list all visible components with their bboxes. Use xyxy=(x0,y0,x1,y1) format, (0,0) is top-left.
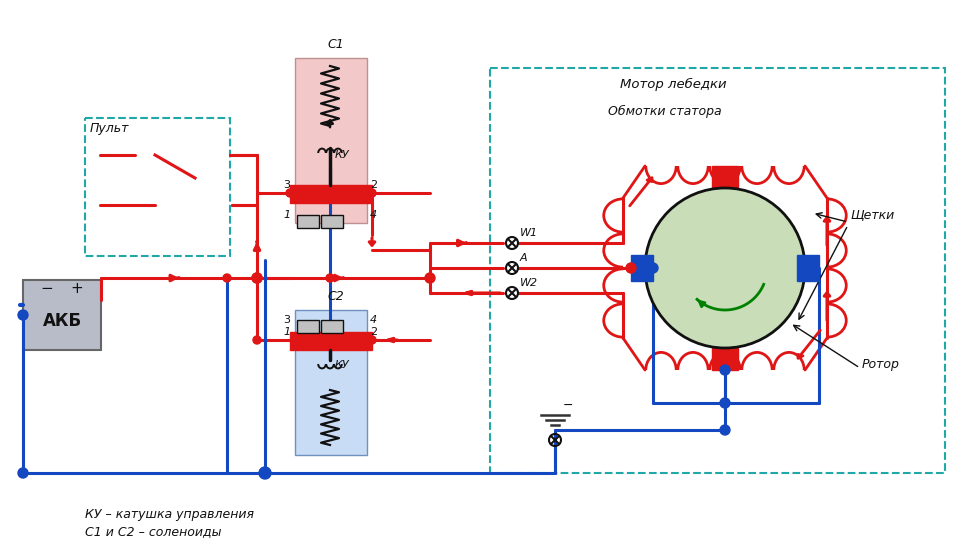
Text: 4: 4 xyxy=(370,210,377,220)
Text: Щетки: Щетки xyxy=(850,208,895,221)
Circle shape xyxy=(368,336,376,344)
Bar xyxy=(321,320,343,333)
Circle shape xyxy=(252,273,262,283)
Bar xyxy=(297,320,319,333)
Text: 1: 1 xyxy=(283,210,290,220)
Bar xyxy=(321,215,343,228)
Bar xyxy=(290,332,372,350)
Circle shape xyxy=(720,425,730,435)
Bar xyxy=(712,348,738,370)
Text: 2: 2 xyxy=(370,180,377,190)
Bar xyxy=(290,185,372,203)
Bar xyxy=(295,310,367,455)
Text: −: − xyxy=(563,399,573,412)
Bar xyxy=(297,215,319,228)
Text: 2: 2 xyxy=(370,327,377,337)
Circle shape xyxy=(253,336,261,344)
Bar xyxy=(295,58,367,223)
Circle shape xyxy=(252,273,262,283)
Circle shape xyxy=(259,467,271,479)
Text: Ротор: Ротор xyxy=(862,358,900,371)
Text: +: + xyxy=(70,281,83,296)
Circle shape xyxy=(645,188,805,348)
Circle shape xyxy=(425,273,435,283)
Text: 3: 3 xyxy=(283,180,290,190)
Text: С2: С2 xyxy=(327,290,344,303)
Text: КУ: КУ xyxy=(335,150,349,160)
Bar xyxy=(23,280,101,350)
Text: 3: 3 xyxy=(283,315,290,325)
Text: С1: С1 xyxy=(327,38,344,51)
Circle shape xyxy=(223,274,231,282)
Bar xyxy=(797,255,819,281)
Text: КУ – катушка управления: КУ – катушка управления xyxy=(85,508,254,521)
Text: −: − xyxy=(40,281,53,296)
Text: W1: W1 xyxy=(520,228,539,238)
Circle shape xyxy=(626,263,636,273)
Text: Пульт: Пульт xyxy=(90,122,130,135)
Circle shape xyxy=(326,274,334,282)
Text: КУ: КУ xyxy=(335,360,349,370)
Text: 4: 4 xyxy=(370,315,377,325)
Circle shape xyxy=(18,310,28,320)
Circle shape xyxy=(368,189,376,197)
Circle shape xyxy=(720,398,730,408)
Text: АКБ: АКБ xyxy=(42,312,82,330)
Text: 1: 1 xyxy=(283,327,290,337)
Circle shape xyxy=(648,263,658,273)
Text: С1 и С2 – соленоиды: С1 и С2 – соленоиды xyxy=(85,525,222,538)
Text: Обмотки статора: Обмотки статора xyxy=(608,105,722,118)
Circle shape xyxy=(286,189,294,197)
Circle shape xyxy=(18,468,28,478)
Circle shape xyxy=(720,365,730,375)
Text: Мотор лебедки: Мотор лебедки xyxy=(620,78,727,91)
Text: А: А xyxy=(520,253,528,263)
Bar xyxy=(631,255,653,281)
Text: W2: W2 xyxy=(520,278,539,288)
Bar xyxy=(712,166,738,188)
